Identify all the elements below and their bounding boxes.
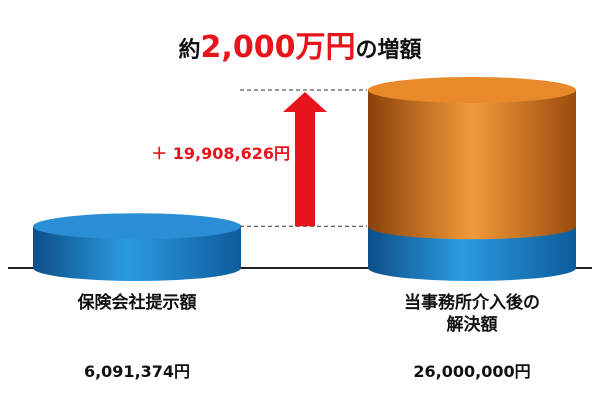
cylinder-segment	[33, 226, 241, 281]
title-suffix: の増額	[355, 38, 422, 63]
category-label: 保険会社提示額	[77, 293, 197, 313]
chart-title: 約2,000万円の増額	[0, 22, 600, 66]
cylinder-segment	[368, 226, 576, 281]
total-label: 6,091,374円	[83, 362, 191, 381]
increase-arrow	[283, 92, 327, 227]
title-prefix: 約	[178, 38, 201, 63]
cylinder-segment	[368, 90, 576, 240]
title-highlight: 2,000万円	[200, 30, 356, 65]
cylinder-top	[33, 213, 241, 240]
total-label: 26,000,000円	[413, 362, 531, 381]
difference-annotation: ＋ 19,908,626円	[151, 144, 290, 163]
category-label: 当事務所介入後の解決額	[404, 293, 540, 335]
cylinder-top	[368, 77, 576, 103]
